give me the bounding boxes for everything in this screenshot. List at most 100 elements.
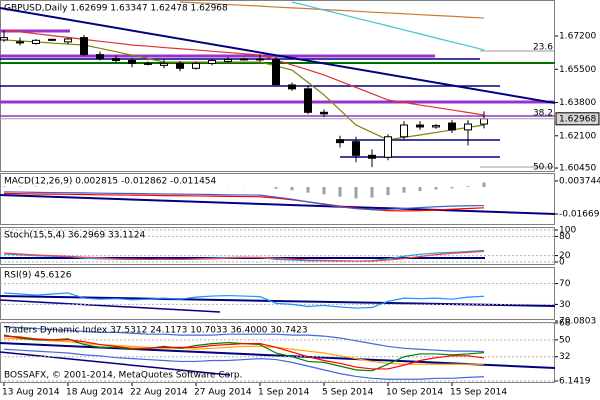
x-tick-label: 13 Aug 2014 — [2, 388, 60, 398]
macd-frame — [0, 173, 555, 225]
candle-body — [272, 58, 280, 86]
y-tick-label: -0.016691 — [559, 210, 600, 220]
candle-body — [160, 62, 168, 66]
candle-body — [16, 41, 24, 44]
indicator-line — [3, 250, 485, 262]
candle-body — [480, 118, 488, 125]
moving-average — [179, 1, 485, 19]
candle-body — [144, 62, 152, 65]
fibo-label: 23.6 — [533, 43, 553, 53]
candle-body — [0, 37, 8, 41]
candle-body — [32, 39, 40, 44]
rsi-frame — [0, 267, 555, 320]
panel-plot — [0, 1, 555, 168]
histogram-bar — [370, 187, 374, 198]
x-tick-label: 5 Sep 2014 — [322, 388, 374, 398]
y-tick-label: 20 — [559, 251, 571, 261]
histogram-bar — [274, 187, 278, 189]
trendline — [0, 351, 231, 376]
y-tick-label: 50 — [559, 335, 571, 345]
candle-body — [192, 62, 200, 69]
histogram-bar — [290, 187, 294, 191]
trendline — [0, 7, 555, 104]
candle-body — [48, 38, 56, 41]
copyright: BOSSAFX, © 2001-2014, MetaQuotes Softwar… — [4, 371, 242, 381]
y-tick-label: 100 — [559, 226, 576, 236]
panel-title: MACD(12,26,9) 0.002815 -0.012862 -0.0114… — [4, 177, 217, 187]
candle-body — [336, 139, 344, 144]
y-tick-label: 6.1419 — [559, 377, 591, 387]
candle-body — [304, 88, 312, 113]
y-tick-label: 70.0803 — [559, 317, 596, 327]
y-tick-label: 0 — [559, 258, 565, 268]
drawings-main — [0, 7, 555, 168]
panel-title: Stoch(15,5,4) 36.2969 33.1124 — [4, 231, 145, 241]
indicator-line — [3, 335, 485, 370]
y-tick-label: 32 — [559, 352, 570, 362]
candle-body — [208, 59, 216, 64]
y-tick-label: 0.003744 — [559, 177, 600, 187]
y-tick-label: 1.65500 — [559, 65, 596, 75]
x-tick-label: 22 Aug 2014 — [130, 388, 188, 398]
candle-body — [368, 154, 376, 159]
histogram-bar — [2, 186, 6, 188]
y-tick-label: 1.63800 — [559, 98, 596, 108]
y-tick-label: 1.60450 — [559, 164, 596, 174]
indicator-line — [3, 348, 485, 380]
x-tick-label: 18 Aug 2014 — [66, 388, 124, 398]
candle-body — [448, 122, 456, 131]
candle-body — [320, 111, 328, 115]
last-price-label: 1.62968 — [559, 114, 596, 124]
candle-body — [112, 58, 120, 61]
trendline — [0, 295, 555, 307]
panel-title: RSI(9) 45.6126 — [4, 271, 72, 281]
last-price-box — [555, 112, 600, 126]
panel-title: GBPUSD,Daily 1.62699 1.63347 1.62478 1.6… — [4, 4, 228, 14]
moving-average — [291, 1, 485, 51]
trendline — [0, 194, 555, 215]
indicator-line — [3, 292, 485, 309]
histogram-bar — [482, 182, 486, 188]
histogram-bar — [306, 187, 310, 193]
stoch-frame — [0, 227, 555, 265]
y-tick-label: 70 — [559, 279, 571, 289]
x-tick-label: 27 Aug 2014 — [194, 388, 252, 398]
candle-body — [400, 124, 408, 138]
indicator-line — [3, 192, 485, 212]
panel-plot — [0, 229, 555, 263]
candle-body — [432, 125, 440, 128]
candle-body — [80, 37, 88, 56]
histogram-bar — [450, 187, 454, 189]
y-tick-label: 80 — [559, 232, 571, 242]
histogram-bar — [322, 187, 326, 195]
panel-plot — [0, 322, 555, 382]
indicator-line — [3, 191, 485, 211]
y-tick-label: 1.67200 — [559, 32, 596, 42]
y-tick-label: 1.62100 — [559, 131, 596, 141]
panel-plot — [2, 182, 486, 212]
candle-body — [128, 59, 136, 64]
histogram-bar — [434, 187, 438, 190]
panel-title: Traders Dynamic Index 37.5312 24.1173 10… — [3, 326, 308, 336]
candle-body — [352, 141, 360, 156]
candle-body — [64, 38, 72, 43]
x-tick-label: 10 Sep 2014 — [386, 388, 443, 398]
candle-body — [96, 54, 104, 60]
panel-plot — [0, 283, 555, 309]
candle-body — [416, 124, 424, 128]
histogram-bar — [386, 187, 390, 196]
histogram-bar — [354, 187, 358, 199]
candle-body — [176, 62, 184, 69]
candle-body — [224, 58, 232, 62]
fibo-label: 38.2 — [533, 109, 553, 119]
histogram-bar — [466, 186, 470, 188]
candle-body — [384, 136, 392, 158]
x-tick-label: 1 Sep 2014 — [258, 388, 310, 398]
x-tick-label: 15 Sep 2014 — [450, 388, 507, 398]
y-tick-label: 68 — [559, 318, 571, 328]
histogram-bar — [338, 187, 342, 197]
candle-body — [288, 84, 296, 90]
indicator-line — [3, 337, 485, 365]
histogram-bar — [402, 187, 406, 193]
indicator-line — [3, 326, 485, 353]
